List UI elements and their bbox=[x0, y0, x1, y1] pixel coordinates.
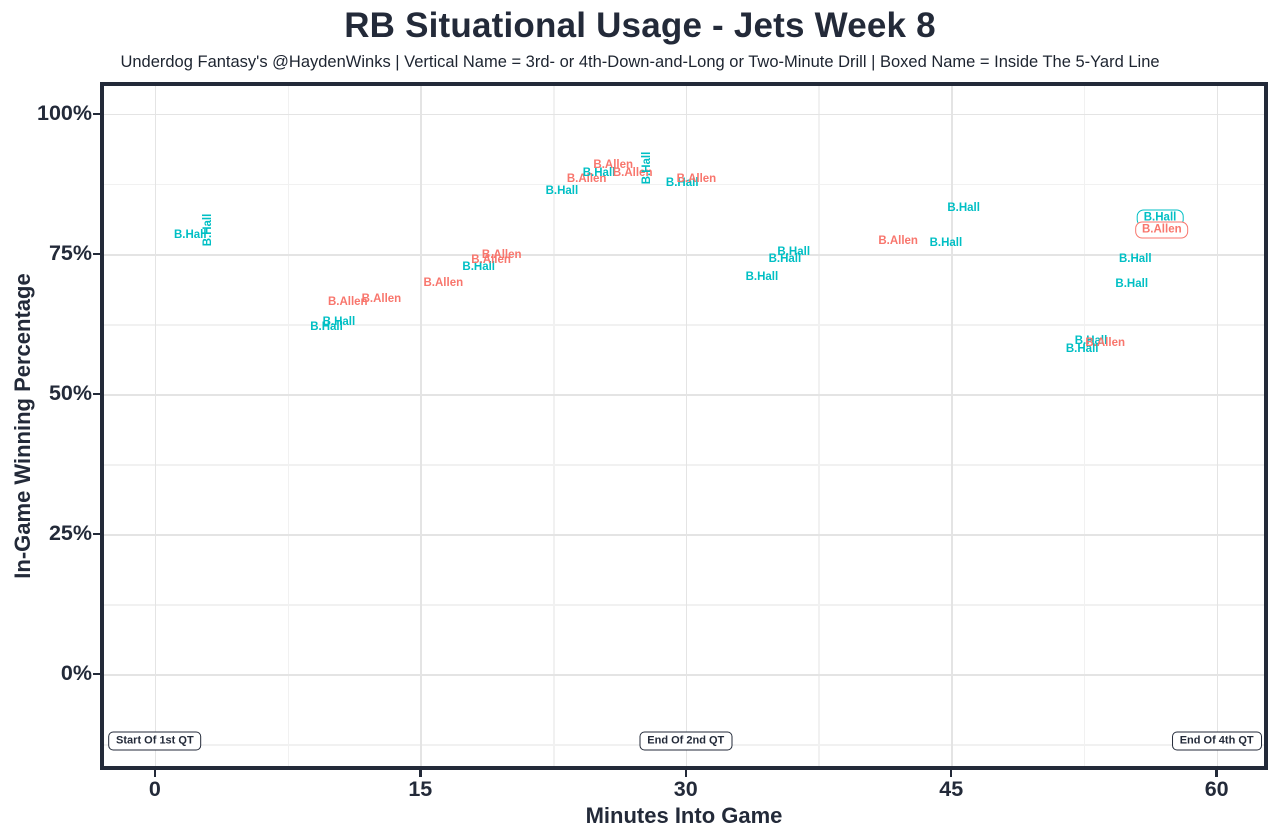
gridline-y-major bbox=[100, 534, 1268, 536]
x-tick-label: 30 bbox=[673, 777, 698, 801]
quarter-annotation: Start Of 1st QT bbox=[108, 731, 202, 751]
x-tick-label: 0 bbox=[148, 777, 161, 801]
gridline-y-minor bbox=[100, 324, 1268, 326]
quarter-annotation: End Of 2nd QT bbox=[639, 731, 733, 751]
player-label-hall: B.Hall bbox=[1074, 334, 1108, 347]
player-label-allen: B.Allen bbox=[423, 277, 464, 290]
player-label-allen: B.Allen bbox=[1085, 337, 1125, 350]
gridline-x-major bbox=[420, 82, 422, 770]
gridline-x-minor bbox=[1083, 82, 1086, 770]
x-tick-label: 15 bbox=[408, 777, 433, 801]
player-label-hall: B.Hall bbox=[462, 260, 495, 273]
player-label-hall: B.Hall bbox=[745, 270, 779, 283]
player-label-hall: B.Hall bbox=[173, 228, 207, 241]
y-tick-label: 0% bbox=[60, 661, 92, 686]
plot-area: Start Of 1st QT End Of 2nd QT End Of 4th Q… bbox=[100, 82, 1268, 770]
x-axis-title: Minutes Into Game bbox=[585, 803, 783, 828]
x-tick-mark bbox=[950, 770, 953, 777]
chart-title: RB Situational Usage - Jets Week 8 bbox=[344, 6, 936, 45]
player-label-hall: B.Hall bbox=[1118, 253, 1152, 266]
player-label-hall: B.Hall bbox=[545, 184, 579, 197]
quarter-annotation: End Of 4th QT bbox=[1171, 731, 1262, 751]
player-label-hall: B.Hall bbox=[582, 166, 616, 179]
player-label-allen: B.Allen bbox=[612, 166, 653, 179]
y-tick-label: 75% bbox=[48, 241, 92, 265]
player-label-hall: B.Hall bbox=[640, 151, 653, 185]
gridline-y-major bbox=[100, 254, 1268, 256]
x-tick-mark bbox=[684, 770, 687, 777]
x-tick-label: 60 bbox=[1204, 777, 1229, 801]
player-label-allen: B.Allen bbox=[676, 172, 717, 185]
gridline-y-minor bbox=[100, 464, 1268, 466]
player-label-allen: B.Allen bbox=[566, 172, 607, 185]
x-tick-mark bbox=[1215, 770, 1218, 777]
player-label-allen: B.Allen bbox=[878, 235, 918, 248]
player-label-hall: B.Hall bbox=[947, 202, 980, 215]
player-label-allen: B.Allen bbox=[593, 158, 634, 171]
gridline-y-major bbox=[100, 674, 1268, 676]
y-tick-mark bbox=[93, 532, 100, 536]
gridline-x-minor bbox=[287, 82, 290, 770]
player-label-hall: B.Hall bbox=[310, 320, 343, 333]
x-tick-label: 45 bbox=[939, 777, 964, 801]
gridline-y-major bbox=[100, 113, 1268, 116]
y-tick-label: 100% bbox=[37, 100, 92, 125]
player-label-hall: B.Hall bbox=[1065, 343, 1099, 356]
gridline-x-major bbox=[1216, 82, 1219, 770]
y-tick-mark bbox=[93, 392, 100, 396]
player-label-allen: B.Allen bbox=[471, 254, 511, 267]
gridline-x-minor bbox=[818, 82, 820, 770]
y-tick-mark bbox=[93, 252, 100, 256]
x-tick-mark bbox=[153, 770, 157, 777]
player-label-allen: B.Allen bbox=[1135, 221, 1189, 239]
player-label-hall: B.Hall bbox=[768, 253, 802, 266]
player-label-hall: B.Hall bbox=[665, 176, 699, 189]
gridline-y-minor bbox=[100, 604, 1268, 606]
player-label-hall: B.Hall bbox=[322, 315, 356, 328]
gridline-x-major bbox=[951, 82, 953, 770]
player-label-hall: B.Hall bbox=[929, 236, 963, 249]
gridline-x-major bbox=[685, 82, 688, 770]
chart-subtitle: Underdog Fantasy's @HaydenWinks | Vertic… bbox=[120, 53, 1160, 71]
y-tick-label: 50% bbox=[48, 381, 92, 406]
player-label-allen: B.Allen bbox=[327, 296, 368, 309]
gridline-y-major bbox=[100, 394, 1268, 396]
player-label-hall: B.Hall bbox=[1115, 278, 1149, 291]
player-label-allen: B.Allen bbox=[361, 292, 402, 305]
player-label-hall: B.Hall bbox=[777, 245, 811, 258]
player-label-hall: B.Hall bbox=[201, 213, 214, 247]
player-label-allen: B.Allen bbox=[481, 249, 522, 262]
gridline-x-minor bbox=[553, 82, 555, 770]
y-tick-label: 25% bbox=[48, 521, 92, 546]
y-tick-mark bbox=[93, 112, 100, 116]
gridline-y-minor bbox=[100, 183, 1268, 186]
x-tick-mark bbox=[419, 770, 422, 777]
gridline-x-major bbox=[154, 82, 157, 770]
y-tick-mark bbox=[93, 672, 100, 676]
